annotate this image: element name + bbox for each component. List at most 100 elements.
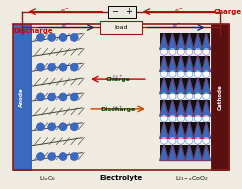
Circle shape bbox=[194, 48, 201, 55]
Circle shape bbox=[203, 115, 210, 122]
Polygon shape bbox=[177, 122, 185, 138]
Circle shape bbox=[169, 93, 176, 100]
Circle shape bbox=[48, 63, 56, 71]
Polygon shape bbox=[177, 78, 185, 94]
Circle shape bbox=[37, 123, 45, 131]
Text: e$^-$: e$^-$ bbox=[60, 7, 70, 15]
Polygon shape bbox=[185, 100, 194, 116]
Text: Li$^+$: Li$^+$ bbox=[112, 73, 124, 82]
Circle shape bbox=[37, 33, 45, 41]
Circle shape bbox=[194, 137, 201, 144]
Bar bbox=[13, 23, 229, 170]
Text: Discharge: Discharge bbox=[14, 29, 53, 34]
Polygon shape bbox=[202, 78, 211, 94]
Polygon shape bbox=[202, 56, 211, 72]
Polygon shape bbox=[202, 122, 211, 138]
Polygon shape bbox=[177, 145, 185, 160]
Polygon shape bbox=[168, 78, 177, 94]
Circle shape bbox=[70, 153, 78, 160]
Circle shape bbox=[59, 33, 67, 41]
Circle shape bbox=[160, 115, 167, 122]
Bar bbox=[160, 33, 211, 49]
Text: e$^-$: e$^-$ bbox=[61, 23, 71, 30]
Circle shape bbox=[177, 137, 184, 144]
Circle shape bbox=[194, 93, 201, 100]
Polygon shape bbox=[160, 78, 168, 94]
Text: load: load bbox=[114, 25, 128, 30]
Circle shape bbox=[70, 63, 78, 71]
Polygon shape bbox=[160, 56, 168, 72]
Polygon shape bbox=[160, 100, 168, 116]
Circle shape bbox=[203, 93, 210, 100]
Polygon shape bbox=[177, 100, 185, 116]
Bar bbox=[160, 56, 211, 72]
Text: Li$_x$C$_6$: Li$_x$C$_6$ bbox=[39, 174, 56, 183]
Circle shape bbox=[194, 70, 201, 77]
Circle shape bbox=[169, 115, 176, 122]
Polygon shape bbox=[168, 145, 177, 160]
Circle shape bbox=[177, 70, 184, 77]
Polygon shape bbox=[177, 33, 185, 49]
Circle shape bbox=[203, 48, 210, 55]
Circle shape bbox=[70, 123, 78, 131]
Circle shape bbox=[37, 63, 45, 71]
Circle shape bbox=[186, 137, 193, 144]
Circle shape bbox=[160, 48, 167, 55]
Circle shape bbox=[177, 93, 184, 100]
Bar bbox=[13, 23, 30, 170]
Polygon shape bbox=[177, 56, 185, 72]
Circle shape bbox=[59, 93, 67, 101]
Text: Electrolyte: Electrolyte bbox=[99, 175, 143, 181]
Polygon shape bbox=[168, 122, 177, 138]
Circle shape bbox=[48, 123, 56, 131]
Circle shape bbox=[48, 33, 56, 41]
Polygon shape bbox=[160, 33, 168, 49]
Polygon shape bbox=[202, 145, 211, 160]
Circle shape bbox=[70, 33, 78, 41]
Text: Charge: Charge bbox=[106, 77, 130, 82]
Polygon shape bbox=[168, 100, 177, 116]
Bar bbox=[160, 100, 211, 116]
Circle shape bbox=[186, 70, 193, 77]
Polygon shape bbox=[194, 145, 202, 160]
Polygon shape bbox=[202, 33, 211, 49]
Circle shape bbox=[186, 93, 193, 100]
Bar bbox=[160, 145, 211, 160]
Circle shape bbox=[169, 137, 176, 144]
Polygon shape bbox=[194, 33, 202, 49]
Circle shape bbox=[177, 48, 184, 55]
FancyBboxPatch shape bbox=[100, 21, 142, 34]
Polygon shape bbox=[194, 122, 202, 138]
Polygon shape bbox=[168, 56, 177, 72]
Circle shape bbox=[194, 115, 201, 122]
Text: e$^-$: e$^-$ bbox=[174, 7, 184, 15]
Circle shape bbox=[169, 70, 176, 77]
Polygon shape bbox=[185, 56, 194, 72]
Polygon shape bbox=[185, 122, 194, 138]
Text: e$^-$: e$^-$ bbox=[172, 23, 182, 30]
Circle shape bbox=[160, 137, 167, 144]
Bar bbox=[160, 122, 211, 138]
Circle shape bbox=[160, 93, 167, 100]
Circle shape bbox=[177, 115, 184, 122]
Circle shape bbox=[59, 63, 67, 71]
Polygon shape bbox=[194, 78, 202, 94]
Text: Li$^+$: Li$^+$ bbox=[112, 104, 124, 113]
Polygon shape bbox=[194, 56, 202, 72]
Circle shape bbox=[186, 48, 193, 55]
Circle shape bbox=[169, 48, 176, 55]
Circle shape bbox=[59, 123, 67, 131]
Circle shape bbox=[48, 153, 56, 160]
Circle shape bbox=[37, 93, 45, 101]
Polygon shape bbox=[160, 122, 168, 138]
Circle shape bbox=[48, 93, 56, 101]
Polygon shape bbox=[185, 145, 194, 160]
Circle shape bbox=[59, 153, 67, 160]
Text: Anode: Anode bbox=[19, 87, 24, 107]
Text: Charge: Charge bbox=[213, 9, 241, 15]
Polygon shape bbox=[185, 33, 194, 49]
Polygon shape bbox=[185, 78, 194, 94]
Circle shape bbox=[203, 137, 210, 144]
Polygon shape bbox=[168, 33, 177, 49]
Text: −: − bbox=[112, 7, 119, 16]
